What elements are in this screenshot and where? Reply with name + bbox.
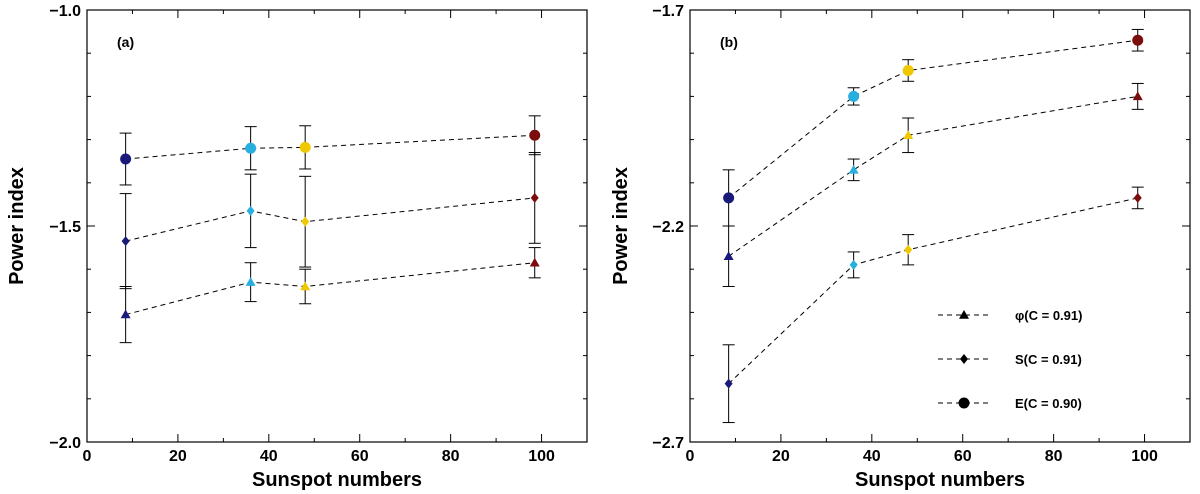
data-point	[903, 130, 914, 140]
plot-frame-b	[689, 9, 1191, 443]
data-point	[848, 164, 859, 174]
series-diamond	[119, 152, 541, 290]
plot-frame-a	[86, 9, 588, 443]
x-tick-label: 20	[772, 448, 790, 465]
data-point	[849, 259, 858, 270]
ticks-a	[86, 9, 588, 443]
data-point	[301, 216, 310, 227]
x-tick-label: 60	[954, 448, 972, 465]
series-line	[125, 197, 535, 242]
data-point	[245, 277, 256, 286]
legend-label: φ(C = 0.91)	[1015, 308, 1082, 323]
y-axis-title-a: Power index	[6, 167, 28, 285]
data-point	[1132, 91, 1143, 101]
panel-b: 0 20 40 60 80 100 −2.7 −2.2 −1.7 φ(C = 0.91) S(C…	[610, 3, 1191, 491]
y-tick-label: −1.5	[49, 219, 81, 236]
y-tick-label: −1.0	[49, 3, 81, 20]
series-line	[125, 134, 535, 160]
series-triangle	[722, 82, 1144, 287]
x-tick-label: 0	[686, 448, 695, 465]
data-point	[245, 142, 257, 154]
series-circle	[119, 115, 541, 186]
legend-marker-triangle	[959, 310, 969, 319]
legend-item: S(C = 0.91)	[938, 352, 1082, 367]
x-tick-label: 20	[169, 448, 187, 465]
legend-label: S(C = 0.91)	[1015, 352, 1082, 367]
x-tick-labels-b: 0 20 40 60 80 100	[686, 448, 1158, 465]
y-tick-label: −2.0	[49, 435, 81, 452]
data-point	[902, 64, 914, 76]
x-tick-labels-a: 0 20 40 60 80 100	[83, 448, 555, 465]
series-triangle	[119, 247, 541, 344]
x-tick-label: 100	[1131, 448, 1158, 465]
x-tick-label: 40	[863, 448, 881, 465]
x-tick-label: 80	[442, 448, 460, 465]
data-point	[121, 236, 130, 247]
data-point	[300, 281, 311, 291]
ticks-b	[689, 9, 1191, 443]
legend-item: φ(C = 0.91)	[938, 308, 1082, 323]
x-tick-label: 60	[351, 448, 369, 465]
x-tick-label: 0	[83, 448, 92, 465]
y-axis-title-b: Power index	[610, 167, 632, 285]
data-point	[723, 251, 734, 260]
series-circle	[722, 28, 1144, 227]
data-point	[904, 244, 913, 255]
legend-label: E(C = 0.90)	[1015, 396, 1082, 411]
legend-b: φ(C = 0.91) S(C = 0.91) E(C = 0.90)	[938, 308, 1082, 411]
y-tick-labels-b: −2.7 −2.2 −1.7	[652, 3, 684, 452]
data-point	[120, 309, 131, 319]
series-line	[125, 262, 535, 316]
data-point	[848, 90, 860, 102]
x-tick-label: 40	[260, 448, 278, 465]
data-point	[530, 192, 539, 203]
series-layer-b	[722, 28, 1144, 424]
panel-label-a: (a)	[117, 34, 134, 50]
series-diamond	[722, 186, 1144, 424]
data-point	[299, 141, 311, 153]
x-axis-title-b: Sunspot numbers	[855, 469, 1025, 491]
series-line	[728, 39, 1138, 199]
x-tick-label: 80	[1045, 448, 1063, 465]
x-axis-title-a: Sunspot numbers	[252, 469, 422, 491]
x-tick-label: 100	[528, 448, 555, 465]
data-point	[246, 205, 255, 216]
legend-marker-diamond	[960, 354, 968, 364]
panel-label-b: (b)	[720, 34, 738, 50]
series-line	[728, 95, 1138, 257]
y-tick-label: −1.7	[652, 3, 684, 20]
legend-marker-circle	[958, 397, 970, 409]
data-point	[529, 129, 541, 141]
data-point	[724, 378, 733, 389]
data-point	[529, 257, 540, 267]
series-layer-a	[119, 115, 541, 344]
data-point	[120, 153, 132, 165]
data-point	[1133, 192, 1142, 203]
panel-a: 0 20 40 60 80 100 −2.0 −1.5 −1.0 (a) Sunspot nu…	[6, 3, 588, 491]
data-point	[1132, 34, 1144, 46]
data-point	[723, 192, 735, 204]
y-tick-label: −2.2	[652, 219, 684, 236]
legend-item: E(C = 0.90)	[938, 396, 1082, 411]
y-tick-label: −2.7	[652, 435, 684, 452]
series-line	[728, 197, 1138, 385]
y-tick-labels-a: −2.0 −1.5 −1.0	[49, 3, 81, 452]
